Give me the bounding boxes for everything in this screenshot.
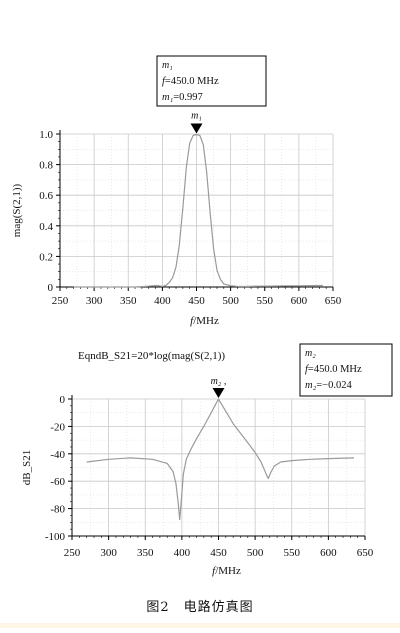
y-tick-label: 0.6 [39,190,53,202]
marker-arrow [212,388,225,399]
marker-arrow-label: m₁ [191,110,202,121]
y-tick-label: 0 [48,282,54,294]
x-tick-label: 250 [64,547,81,559]
marker-arrow-label: m₂ , [211,376,227,387]
marker-readout-value: m₁=0.997 [162,92,203,103]
x-tick-label: 450 [210,547,227,559]
marker-readout-box [156,55,267,107]
x-tick-label: 350 [137,547,154,559]
x-tick-label: 600 [320,547,337,559]
x-tick-label: 300 [100,547,117,559]
x-tick-label: 550 [257,295,274,307]
x-axis-label: f/MHz [212,565,241,577]
x-tick-label: 500 [222,295,239,307]
x-axis-label: f/MHz [190,315,219,327]
x-tick-label: 400 [154,295,171,307]
chart-2: 250 300 350 400 450 500 550 600 650 0 -20 -40 -60 -80… [21,343,393,577]
marker-readout-name: m₂ [305,348,316,359]
x-tick-label: 400 [174,547,191,559]
marker-readout-box [299,343,393,397]
marker-readout-frequency: f=450.0 MHz [162,76,219,87]
x-tick-label: 450 [188,295,205,307]
figure-caption: 图2 电路仿真图 [146,600,254,615]
x-tick-label: 600 [291,295,308,307]
y-tick-label: 1.0 [39,129,53,141]
chart-1: 250 300 350 400 450 500 550 600 650 0 0.2 0.4 0.6 0.8… [11,55,342,327]
marker-readout-frequency: f=450.0 MHz [305,364,362,375]
marker-readout-name: m₁ [162,60,173,71]
x-tick-label: 500 [247,547,264,559]
y-tick-label: -40 [50,449,65,461]
x-tick-label: 250 [52,295,69,307]
y-tick-label: 0.2 [39,251,53,263]
y-tick-label: 0.8 [39,160,53,172]
series-line-1 [73,133,323,288]
x-tick-label: 650 [357,547,374,559]
marker-arrow [190,123,203,134]
x-tick-label: 300 [86,295,103,307]
chart-title: EqndB_S21=20*log(mag(S(2,1)) [78,350,225,362]
marker-readout-value: m₂=−0.024 [305,380,352,391]
x-tick-label: 550 [284,547,301,559]
y-tick-label: -80 [50,504,65,516]
y-axis-label: mag(S(2,1)) [11,183,23,237]
y-tick-label: -100 [45,531,66,543]
y-tick-label: -20 [50,421,65,433]
series-line-1 [86,398,355,521]
y-tick-label: -60 [50,476,65,488]
y-tick-label: 0.4 [39,221,53,233]
y-tick-label: 0 [60,394,66,406]
x-tick-label: 650 [325,295,342,307]
bottom-strip [0,623,400,628]
y-axis-label: dB_S21 [21,450,33,485]
x-tick-label: 350 [120,295,137,307]
